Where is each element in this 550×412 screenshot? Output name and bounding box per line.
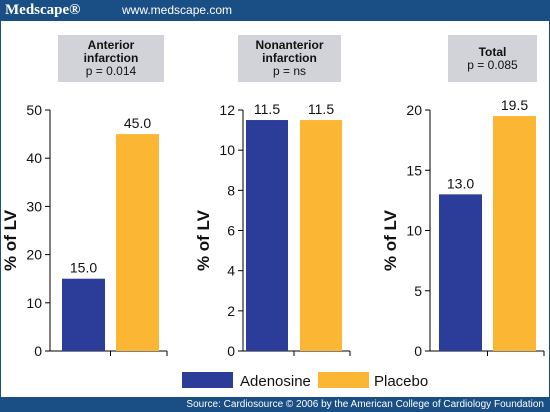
y-tick-label: 20 [26,247,42,263]
bar-placebo [116,134,159,351]
panel-title-line: infarction [262,51,317,65]
y-tick-label: 12 [219,102,235,118]
y-tick-label: 0 [34,343,42,359]
y-tick-label: 0 [414,343,422,359]
y-tick-label: 6 [227,223,235,239]
bar-value-label: 11.5 [254,101,280,117]
y-tick-label: 30 [26,198,42,214]
y-tick-label: 8 [227,182,235,198]
panel-title-line: Anterior [88,38,135,52]
y-axis-label: % of LV [1,209,20,271]
bar-placebo [493,116,536,352]
y-tick-label: 2 [227,303,235,319]
y-tick-label: 10 [219,142,235,158]
medscape-logo: Medscape® [5,2,81,18]
bar-adenosine [439,194,482,351]
y-tick-label: 50 [26,102,42,118]
bar-adenosine [62,278,105,351]
bar-placebo [300,120,342,352]
legend-label: Placebo [374,373,428,390]
y-tick-label: 5 [414,283,422,299]
panel-label-box [448,35,537,82]
panel-label-box [238,35,341,82]
bar-value-label: 19.5 [501,97,528,113]
panel-title-line: Total [479,45,507,59]
y-tick-label: 20 [406,102,422,118]
source-credit: Source: Cardiosource © 2006 by the Ameri… [186,399,544,410]
y-tick-label: 10 [26,295,42,311]
bar-value-label: 11.5 [308,101,334,117]
panel-title-line: infarction [84,51,139,65]
site-url[interactable]: www.medscape.com [122,3,233,17]
y-axis-label: % of LV [381,209,400,271]
y-tick-label: 4 [227,263,235,279]
panel-title-line: Nonanterior [255,38,323,52]
bar-value-label: 15.0 [70,260,97,276]
y-axis-label: % of LV [194,209,213,271]
panel-p-value: p = ns [273,64,306,78]
y-tick-label: 15 [406,162,422,178]
y-tick-label: 10 [406,223,422,239]
bar-value-label: 45.0 [124,115,151,131]
legend-label: Adenosine [240,373,311,390]
bar-adenosine [246,120,288,352]
panel-label-box [58,35,164,82]
panel-p-value: p = 0.014 [86,64,137,78]
y-tick-label: 0 [227,343,235,359]
panel-p-value: p = 0.085 [467,58,518,72]
legend-swatch-adenosine [182,372,233,388]
legend-swatch-placebo [318,372,369,388]
bar-value-label: 13.0 [447,175,474,191]
y-tick-label: 40 [26,150,42,166]
header-bar: Medscape® www.medscape.com [0,0,550,20]
footer-bar: Source: Cardiosource © 2006 by the Ameri… [0,397,550,412]
